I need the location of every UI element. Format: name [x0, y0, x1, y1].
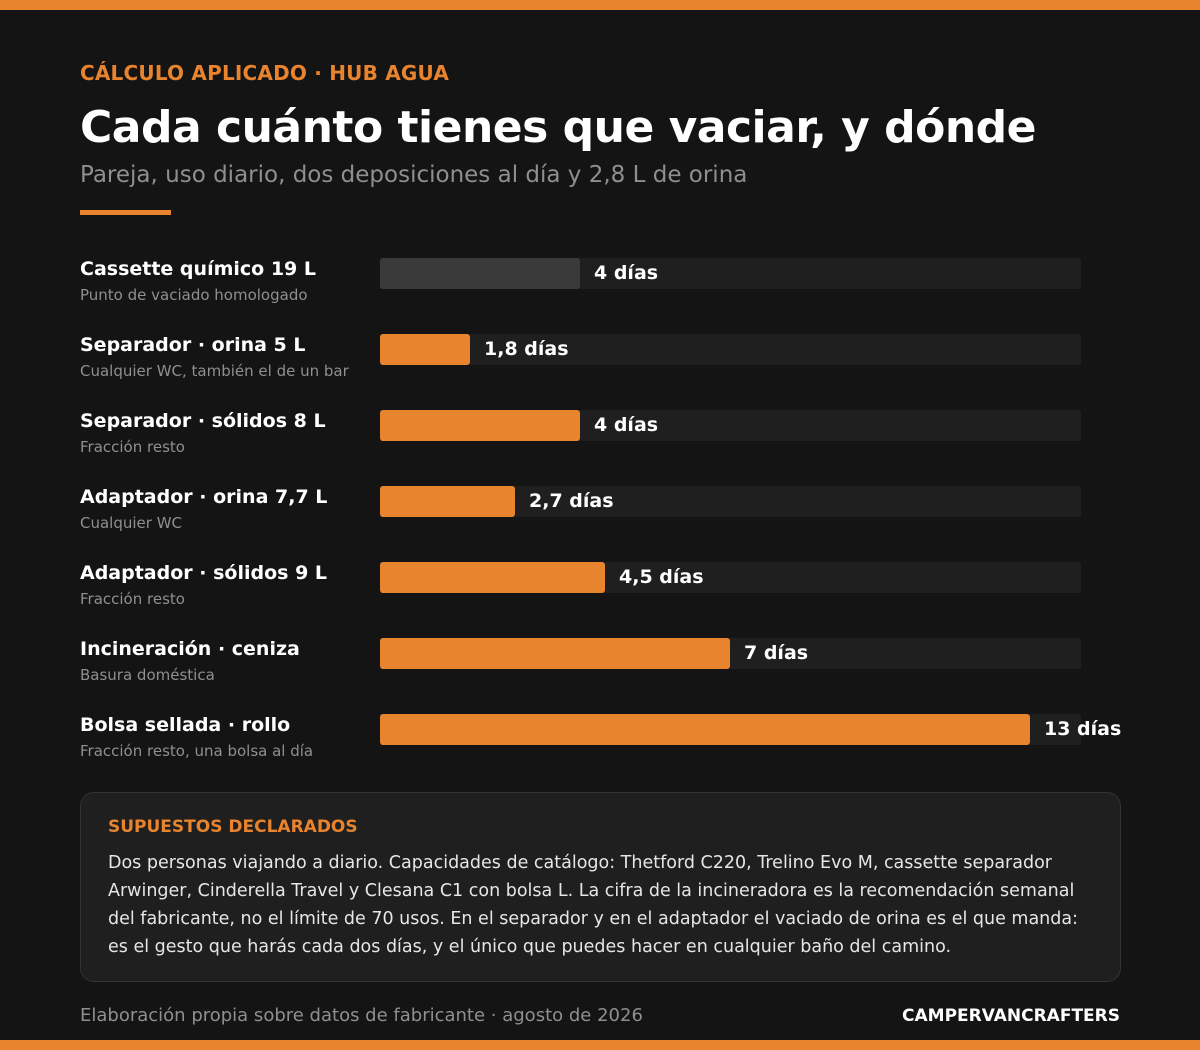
bar-value-label: 7 días	[744, 642, 809, 664]
chart-row: Separador · sólidos 8 L Fracción resto 4 d…	[0, 410, 1200, 470]
bar	[380, 562, 605, 593]
chart-row: Cassette químico 19 L Punto de vaciado ho…	[0, 258, 1200, 318]
chart-row: Separador · orina 5 L Cualquier WC, tambi…	[0, 334, 1200, 394]
category-sublabel: Fracción resto	[80, 590, 185, 608]
category-label: Separador · orina 5 L	[80, 334, 306, 356]
chart-row: Incineración · ceniza Basura doméstica 7 d…	[0, 638, 1200, 698]
assumptions-text: Dos personas viajando a diario. Capacida…	[108, 853, 1079, 957]
assumptions-title: SUPUESTOS DECLARADOS	[108, 817, 358, 837]
bar	[380, 714, 1030, 745]
bottom-accent-stripe	[0, 1040, 1200, 1050]
bar	[380, 334, 470, 365]
bar-value-label: 4 días	[594, 414, 659, 436]
category-sublabel: Fracción resto	[80, 438, 185, 456]
assumptions-panel: SUPUESTOS DECLARADOS Dos personas viajan…	[80, 792, 1121, 982]
category-sublabel: Fracción resto, una bolsa al día	[80, 742, 314, 760]
bar	[380, 258, 580, 289]
category-label: Incineración · ceniza	[80, 638, 300, 660]
category-label: Adaptador · orina 7,7 L	[80, 486, 328, 508]
eyebrow-label: CÁLCULO APLICADO · HUB AGUA	[80, 61, 450, 85]
bar-value-label: 4 días	[594, 262, 659, 284]
bar-value-label: 4,5 días	[619, 566, 704, 588]
source-note: Elaboración propia sobre datos de fabric…	[80, 1005, 643, 1026]
category-label: Separador · sólidos 8 L	[80, 410, 326, 432]
bar-value-label: 13 días	[1044, 718, 1122, 740]
bar	[380, 410, 580, 441]
top-accent-stripe	[0, 0, 1200, 10]
title-underline	[80, 210, 171, 215]
bar-value-label: 2,7 días	[529, 490, 614, 512]
brand-name: CAMPERVANCRAFTERS	[902, 1006, 1120, 1026]
category-sublabel: Cualquier WC	[80, 514, 183, 532]
chart-row: Adaptador · orina 7,7 L Cualquier WC 2,7 d…	[0, 486, 1200, 546]
bar	[380, 486, 515, 517]
page-title: Cada cuánto tienes que vaciar, y dónde	[80, 102, 1036, 153]
category-sublabel: Basura doméstica	[80, 666, 215, 684]
category-sublabel: Punto de vaciado homologado	[80, 286, 308, 304]
chart-row: Adaptador · sólidos 9 L Fracción resto 4,5…	[0, 562, 1200, 622]
bar-track	[380, 334, 1081, 365]
chart-row: Bolsa sellada · rollo Fracción resto, una…	[0, 714, 1200, 774]
page-subtitle: Pareja, uso diario, dos deposiciones al …	[80, 162, 748, 188]
category-label: Adaptador · sólidos 9 L	[80, 562, 328, 584]
category-sublabel: Cualquier WC, también el de un bar	[80, 362, 349, 380]
bar-value-label: 1,8 días	[484, 338, 569, 360]
bar	[380, 638, 730, 669]
category-label: Bolsa sellada · rollo	[80, 714, 291, 736]
category-label: Cassette químico 19 L	[80, 258, 316, 280]
